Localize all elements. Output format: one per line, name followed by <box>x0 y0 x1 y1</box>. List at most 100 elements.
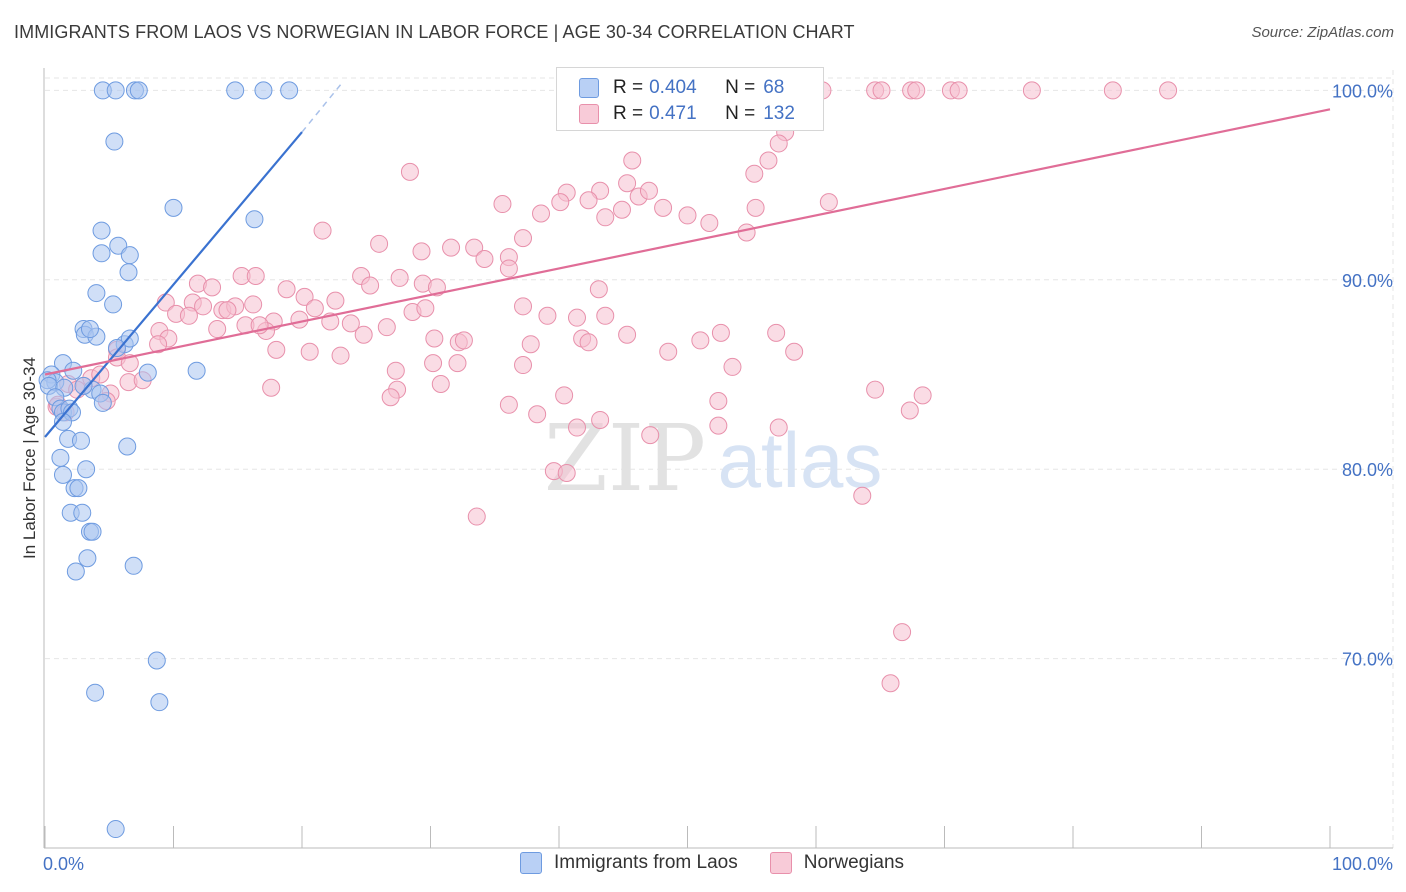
laos-point <box>104 295 123 314</box>
laos-point <box>138 363 157 382</box>
norwegians-point <box>900 401 919 420</box>
norwegians-point <box>442 238 461 257</box>
y-axis-title: In Labor Force | Age 30-34 <box>20 357 39 559</box>
norwegians-point <box>277 280 296 299</box>
norwegians-point <box>341 314 360 333</box>
norwegians-n-value: 132 <box>763 103 795 124</box>
laos-point <box>53 465 72 484</box>
watermark-atlas: atlas <box>718 416 883 504</box>
norwegians-point <box>514 297 533 316</box>
laos-swatch <box>579 78 599 98</box>
norwegians-point <box>893 623 912 642</box>
norwegians-point <box>313 221 332 240</box>
norwegians-point <box>370 234 389 253</box>
norwegians-point <box>448 354 467 373</box>
laos-point <box>187 361 206 380</box>
norwegians-point <box>521 335 540 354</box>
laos-point <box>124 556 143 575</box>
norwegians-point <box>612 200 631 219</box>
norwegians-point <box>737 223 756 242</box>
laos-point <box>105 132 124 151</box>
source-credit: Source: ZipAtlas.com <box>1251 24 1394 41</box>
trend-lines <box>44 84 1331 438</box>
norwegians-point <box>465 238 484 257</box>
norwegians-point <box>218 301 237 320</box>
norwegians-point <box>949 81 968 100</box>
norwegians-point <box>412 242 431 261</box>
norwegians-point <box>709 416 728 435</box>
norwegians-point <box>709 392 728 411</box>
norwegians-point <box>528 405 547 424</box>
norwegians-point <box>149 335 168 354</box>
laos-point <box>51 448 70 467</box>
norwegians-point <box>567 308 586 327</box>
norwegians-point <box>262 378 281 397</box>
norwegians-point <box>881 674 900 693</box>
laos-point <box>120 246 139 265</box>
r-label: R = <box>613 77 644 98</box>
legend-item-norwegians[interactable]: Norwegians <box>769 852 905 874</box>
laos-point <box>118 437 137 456</box>
laos-trend-line <box>44 131 303 438</box>
norwegians-point <box>1159 81 1178 100</box>
norwegians-point <box>639 181 658 200</box>
y-tick-label: 100.0% <box>1332 81 1393 101</box>
norwegians-swatch <box>769 852 792 874</box>
norwegians-point <box>596 306 615 325</box>
norwegians-point <box>907 81 926 100</box>
norwegians-point <box>514 356 533 375</box>
norwegians-point <box>1103 81 1122 100</box>
norwegians-swatch <box>579 104 599 124</box>
norwegians-point <box>425 329 444 348</box>
laos-point <box>53 412 72 431</box>
norwegians-point <box>532 204 551 223</box>
laos-point <box>66 562 85 581</box>
watermark-zip: ZIP <box>544 405 706 512</box>
norwegians-point <box>179 306 198 325</box>
laos-point <box>92 244 111 263</box>
norwegians-point <box>91 365 110 384</box>
norwegians-point <box>567 418 586 437</box>
norwegians-point <box>866 380 885 399</box>
n-label: N = <box>725 103 756 124</box>
norwegians-point <box>361 276 380 295</box>
norwegians-point <box>759 151 778 170</box>
norwegians-point <box>589 280 608 299</box>
norwegians-point <box>326 291 345 310</box>
norwegians-point <box>819 193 838 212</box>
legend-item-laos[interactable]: Immigrants from Laos <box>520 852 738 874</box>
norwegians-point <box>203 278 222 297</box>
norwegians-trend-line <box>44 108 1331 376</box>
laos-point <box>164 198 183 217</box>
norwegians-point <box>746 198 765 217</box>
norwegians-point <box>641 426 660 445</box>
norwegians-point <box>769 134 788 153</box>
norwegians-point <box>618 174 637 193</box>
norwegians-point <box>745 164 764 183</box>
axis-labels: 70.0% 80.0% 90.0% 100.0% 0.0% 100.0% <box>43 81 1393 874</box>
norwegians-point <box>678 206 697 225</box>
laos-point <box>226 81 245 100</box>
norwegians-point <box>244 295 263 314</box>
norwegians-point <box>467 507 486 526</box>
laos-point <box>119 263 138 282</box>
norwegians-point <box>331 346 350 365</box>
norwegians-point <box>305 299 324 318</box>
norwegians-point <box>377 318 396 337</box>
norwegians-point <box>499 259 518 278</box>
norwegians-point <box>769 418 788 437</box>
laos-point <box>92 221 111 240</box>
laos-point <box>147 651 166 670</box>
norwegians-point <box>538 306 557 325</box>
laos-swatch <box>520 852 542 874</box>
norwegians-point <box>659 342 678 361</box>
norwegians-point <box>208 320 227 339</box>
norwegians-point <box>853 486 872 505</box>
norwegians-point <box>416 299 435 318</box>
norwegians-point <box>579 191 598 210</box>
laos-point <box>77 460 96 479</box>
laos-point <box>93 393 112 412</box>
norwegians-point <box>454 331 473 350</box>
legend-label-norwegians: Norwegians <box>803 852 905 873</box>
